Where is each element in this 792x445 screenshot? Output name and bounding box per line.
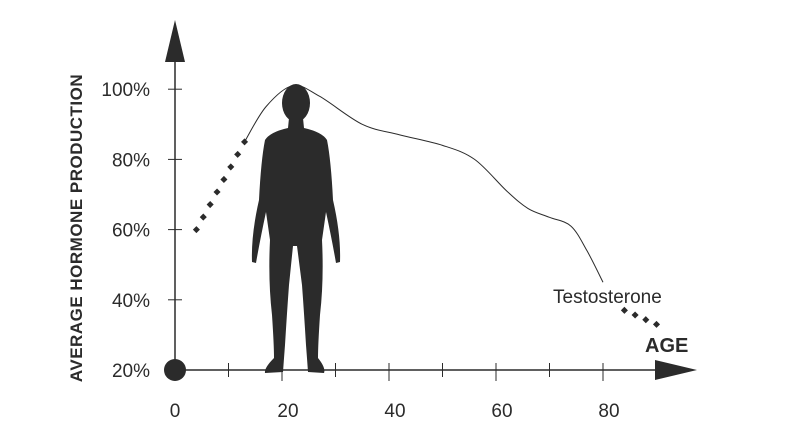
x-tick-label: 40 <box>384 401 405 422</box>
y-tick-label: 20% <box>112 361 150 382</box>
y-axis-arrow-icon <box>165 20 185 62</box>
dotted-segment-point <box>220 175 228 183</box>
series-lines <box>192 84 661 328</box>
testosterone-line <box>244 84 604 283</box>
y-tick-label: 100% <box>101 80 150 101</box>
dotted-segment-point <box>642 316 650 324</box>
ticks: 0 20 40 60 80 20% 40% 60% 80% 100% <box>101 80 619 422</box>
x-tick-label: 60 <box>491 401 512 422</box>
x-tick-label: 80 <box>598 401 619 422</box>
dotted-segment-point <box>620 306 628 314</box>
x-axis-label: AGE <box>645 335 688 357</box>
dotted-segment-point <box>199 213 207 221</box>
y-tick-label: 60% <box>112 221 150 242</box>
dotted-segment-point <box>206 200 214 209</box>
dotted-segment-point <box>234 150 242 158</box>
dotted-segment-point <box>213 188 221 196</box>
dotted-segment-point <box>192 226 200 234</box>
dotted-segment-point <box>631 311 639 319</box>
y-tick-label: 80% <box>112 150 150 171</box>
y-axis-label: AVERAGE HORMONE PRODUCTION <box>67 74 86 382</box>
x-axis-arrow-icon <box>655 360 697 380</box>
origin-dot <box>164 359 186 381</box>
x-tick-label: 0 <box>170 401 181 422</box>
human-silhouette <box>251 84 341 373</box>
dotted-segment-point <box>241 138 249 146</box>
y-tick-label: 40% <box>112 291 150 312</box>
x-tick-label: 20 <box>277 401 298 422</box>
axes <box>164 20 697 381</box>
dotted-segment-point <box>652 320 661 328</box>
series-label-testosterone: Testosterone <box>553 287 662 308</box>
dotted-segment-point <box>227 163 235 171</box>
